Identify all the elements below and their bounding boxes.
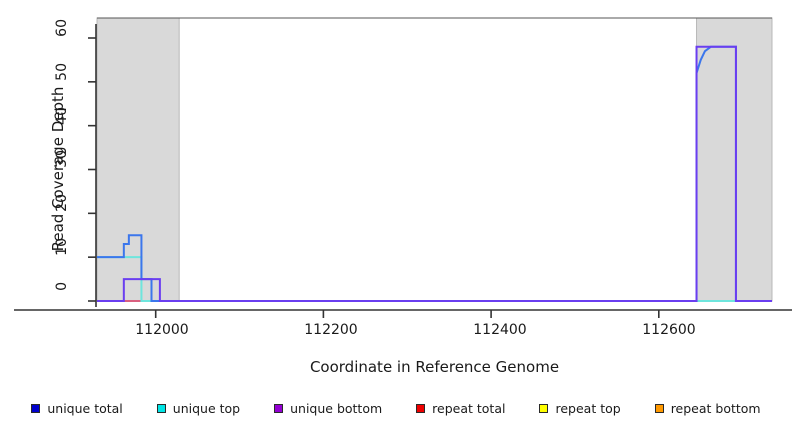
shaded-regions-group bbox=[96, 17, 773, 302]
legend-swatch-icon bbox=[654, 403, 664, 413]
legend-label: repeat total bbox=[432, 400, 506, 416]
series-line-unique-bottom bbox=[97, 45, 772, 302]
x-tick-label-112200: 112200 bbox=[304, 322, 358, 338]
legend-swatch-icon bbox=[416, 403, 426, 413]
legend-label: repeat bottom bbox=[670, 400, 761, 416]
legend-swatch-icon bbox=[31, 403, 41, 413]
legend-swatch-icon bbox=[274, 403, 284, 413]
x-tick-label-112600: 112600 bbox=[642, 322, 696, 338]
legend-label: unique total bbox=[47, 400, 123, 416]
shaded-region-1 bbox=[696, 17, 773, 302]
legend-label: unique top bbox=[172, 400, 241, 416]
series-line-unique-total bbox=[97, 45, 772, 302]
x-tick-label-112400: 112400 bbox=[473, 322, 527, 338]
shaded-region-0 bbox=[96, 17, 180, 302]
legend-label: repeat top bbox=[555, 400, 621, 416]
legend-item-unique-bottom[interactable]: unique bottom bbox=[274, 401, 382, 416]
legend-label: unique bottom bbox=[290, 400, 383, 416]
x-axis-label: Coordinate in Reference Genome bbox=[309, 358, 560, 376]
legend-item-unique-total[interactable]: unique total bbox=[31, 400, 123, 416]
data-series-group bbox=[97, 45, 772, 302]
legend-item-repeat-total[interactable]: repeat total bbox=[416, 401, 505, 416]
legend-item-repeat-top[interactable]: repeat top bbox=[539, 400, 621, 416]
series-line-unique-top bbox=[97, 256, 772, 302]
legend-item-unique-top[interactable]: unique top bbox=[156, 400, 241, 416]
chart-legend: unique total unique top unique bottom repea… bbox=[0, 398, 792, 418]
legend-swatch-icon bbox=[539, 403, 549, 413]
legend-swatch-icon bbox=[156, 403, 166, 413]
legend-item-repeat-bottom[interactable]: repeat bottom bbox=[654, 400, 761, 416]
x-tick-label-112000: 112000 bbox=[135, 322, 189, 338]
axis-lines-group bbox=[14, 24, 792, 318]
